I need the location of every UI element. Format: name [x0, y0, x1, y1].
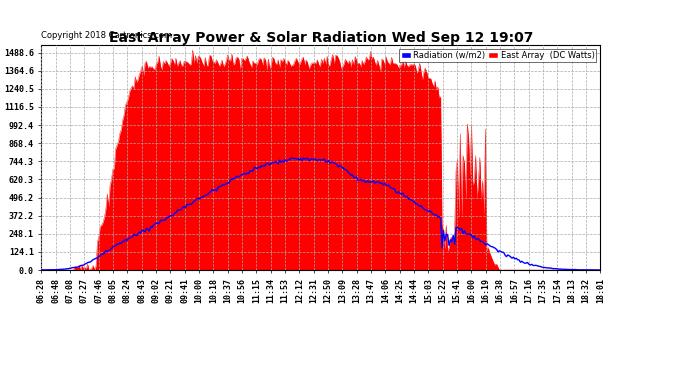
Legend: Radiation (w/m2), East Array  (DC Watts): Radiation (w/m2), East Array (DC Watts)	[400, 49, 596, 62]
Text: Copyright 2018 Cartronics.com: Copyright 2018 Cartronics.com	[41, 32, 172, 40]
Title: East Array Power & Solar Radiation Wed Sep 12 19:07: East Array Power & Solar Radiation Wed S…	[108, 31, 533, 45]
